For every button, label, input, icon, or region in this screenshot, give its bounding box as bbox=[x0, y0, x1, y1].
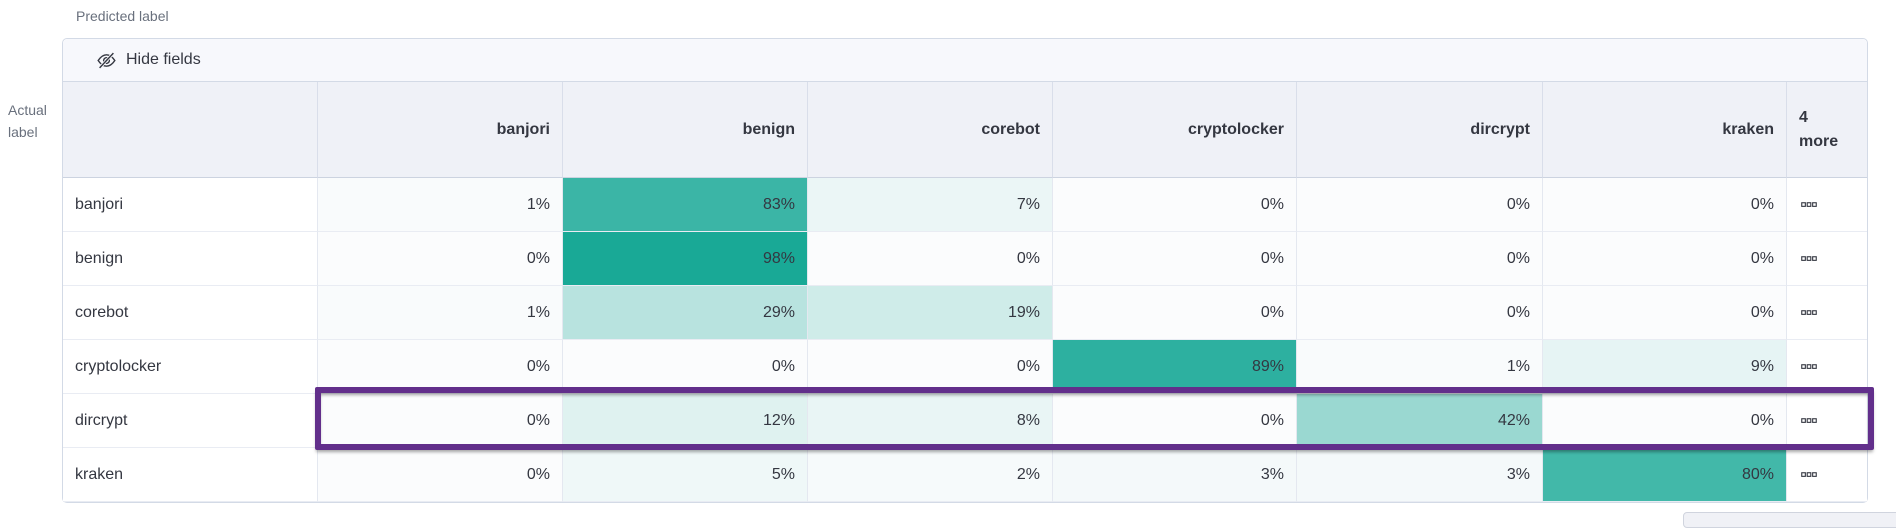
more-columns-label: 4 more bbox=[1799, 108, 1839, 150]
hide-fields-label: Hide fields bbox=[126, 51, 201, 68]
matrix-cell-dircrypt-cryptolocker[interactable]: 0% bbox=[1053, 394, 1297, 448]
column-header-banjori: banjori bbox=[318, 82, 563, 178]
row-actions-cell bbox=[1787, 340, 1867, 394]
matrix-cell-cryptolocker-dircrypt[interactable]: 1% bbox=[1297, 340, 1543, 394]
matrix-cell-cryptolocker-banjori[interactable]: 0% bbox=[318, 340, 563, 394]
confusion-matrix-panel: Hide fields banjori benign corebot cryptolo… bbox=[62, 38, 1868, 503]
matrix-cell-corebot-cryptolocker[interactable]: 0% bbox=[1053, 286, 1297, 340]
matrix-cell-kraken-banjori[interactable]: 0% bbox=[318, 448, 563, 502]
matrix-cell-dircrypt-banjori[interactable]: 0% bbox=[318, 394, 563, 448]
row-actions-cell bbox=[1787, 448, 1867, 502]
row-label-corebot[interactable]: corebot bbox=[63, 286, 318, 340]
matrix-cell-cryptolocker-corebot[interactable]: 0% bbox=[808, 340, 1053, 394]
predicted-axis-label: Predicted label bbox=[76, 8, 169, 24]
eye-slash-icon bbox=[97, 51, 116, 70]
row-actions-cell bbox=[1787, 394, 1867, 448]
boxes-horizontal-icon bbox=[1801, 255, 1817, 261]
matrix-cell-corebot-benign[interactable]: 29% bbox=[563, 286, 808, 340]
matrix-cell-kraken-dircrypt[interactable]: 3% bbox=[1297, 448, 1543, 502]
bottom-right-partial-bar bbox=[1683, 512, 1896, 528]
hide-fields-button[interactable]: Hide fields bbox=[97, 51, 201, 70]
row-actions-button[interactable] bbox=[1797, 306, 1821, 320]
matrix-cell-benign-banjori[interactable]: 0% bbox=[318, 232, 563, 286]
matrix-cell-kraken-corebot[interactable]: 2% bbox=[808, 448, 1053, 502]
matrix-cell-kraken-kraken[interactable]: 80% bbox=[1543, 448, 1787, 502]
actual-axis-label: Actual label bbox=[8, 102, 47, 140]
confusion-matrix-grid: banjori benign corebot cryptolocker dircrypt… bbox=[63, 82, 1867, 502]
matrix-cell-cryptolocker-benign[interactable]: 0% bbox=[563, 340, 808, 394]
boxes-horizontal-icon bbox=[1801, 363, 1817, 369]
row-label-kraken[interactable]: kraken bbox=[63, 448, 318, 502]
matrix-cell-corebot-dircrypt[interactable]: 0% bbox=[1297, 286, 1543, 340]
matrix-cell-kraken-cryptolocker[interactable]: 3% bbox=[1053, 448, 1297, 502]
matrix-cell-corebot-banjori[interactable]: 1% bbox=[318, 286, 563, 340]
matrix-cell-banjori-benign[interactable]: 83% bbox=[563, 178, 808, 232]
matrix-cell-corebot-kraken[interactable]: 0% bbox=[1543, 286, 1787, 340]
matrix-cell-dircrypt-kraken[interactable]: 0% bbox=[1543, 394, 1787, 448]
row-actions-button[interactable] bbox=[1797, 468, 1821, 482]
matrix-cell-dircrypt-dircrypt[interactable]: 42% bbox=[1297, 394, 1543, 448]
boxes-horizontal-icon bbox=[1801, 201, 1817, 207]
matrix-cell-benign-kraken[interactable]: 0% bbox=[1543, 232, 1787, 286]
row-label-dircrypt[interactable]: dircrypt bbox=[63, 394, 318, 448]
boxes-horizontal-icon bbox=[1801, 417, 1817, 423]
matrix-cell-dircrypt-corebot[interactable]: 8% bbox=[808, 394, 1053, 448]
fields-toolbar: Hide fields bbox=[63, 39, 1867, 82]
row-actions-button[interactable] bbox=[1797, 252, 1821, 266]
matrix-cell-corebot-corebot[interactable]: 19% bbox=[808, 286, 1053, 340]
matrix-cell-benign-dircrypt[interactable]: 0% bbox=[1297, 232, 1543, 286]
column-header-empty bbox=[63, 82, 318, 178]
boxes-horizontal-icon bbox=[1801, 309, 1817, 315]
row-actions-button[interactable] bbox=[1797, 198, 1821, 212]
matrix-cell-cryptolocker-cryptolocker[interactable]: 89% bbox=[1053, 340, 1297, 394]
column-header-corebot: corebot bbox=[808, 82, 1053, 178]
matrix-cell-dircrypt-benign[interactable]: 12% bbox=[563, 394, 808, 448]
column-header-more: 4 more bbox=[1787, 82, 1867, 178]
column-header-kraken: kraken bbox=[1543, 82, 1787, 178]
boxes-horizontal-icon bbox=[1801, 471, 1817, 477]
row-label-benign[interactable]: benign bbox=[63, 232, 318, 286]
matrix-cell-benign-cryptolocker[interactable]: 0% bbox=[1053, 232, 1297, 286]
row-actions-button[interactable] bbox=[1797, 414, 1821, 428]
column-header-benign: benign bbox=[563, 82, 808, 178]
row-actions-cell bbox=[1787, 232, 1867, 286]
matrix-cell-benign-benign[interactable]: 98% bbox=[563, 232, 808, 286]
row-label-cryptolocker[interactable]: cryptolocker bbox=[63, 340, 318, 394]
column-header-cryptolocker: cryptolocker bbox=[1053, 82, 1297, 178]
column-header-dircrypt: dircrypt bbox=[1297, 82, 1543, 178]
row-actions-cell bbox=[1787, 286, 1867, 340]
matrix-cell-banjori-cryptolocker[interactable]: 0% bbox=[1053, 178, 1297, 232]
matrix-cell-banjori-dircrypt[interactable]: 0% bbox=[1297, 178, 1543, 232]
matrix-cell-banjori-banjori[interactable]: 1% bbox=[318, 178, 563, 232]
matrix-cell-banjori-corebot[interactable]: 7% bbox=[808, 178, 1053, 232]
matrix-cell-benign-corebot[interactable]: 0% bbox=[808, 232, 1053, 286]
row-label-banjori[interactable]: banjori bbox=[63, 178, 318, 232]
matrix-cell-kraken-benign[interactable]: 5% bbox=[563, 448, 808, 502]
row-actions-button[interactable] bbox=[1797, 360, 1821, 374]
matrix-cell-banjori-kraken[interactable]: 0% bbox=[1543, 178, 1787, 232]
matrix-cell-cryptolocker-kraken[interactable]: 9% bbox=[1543, 340, 1787, 394]
row-actions-cell bbox=[1787, 178, 1867, 232]
